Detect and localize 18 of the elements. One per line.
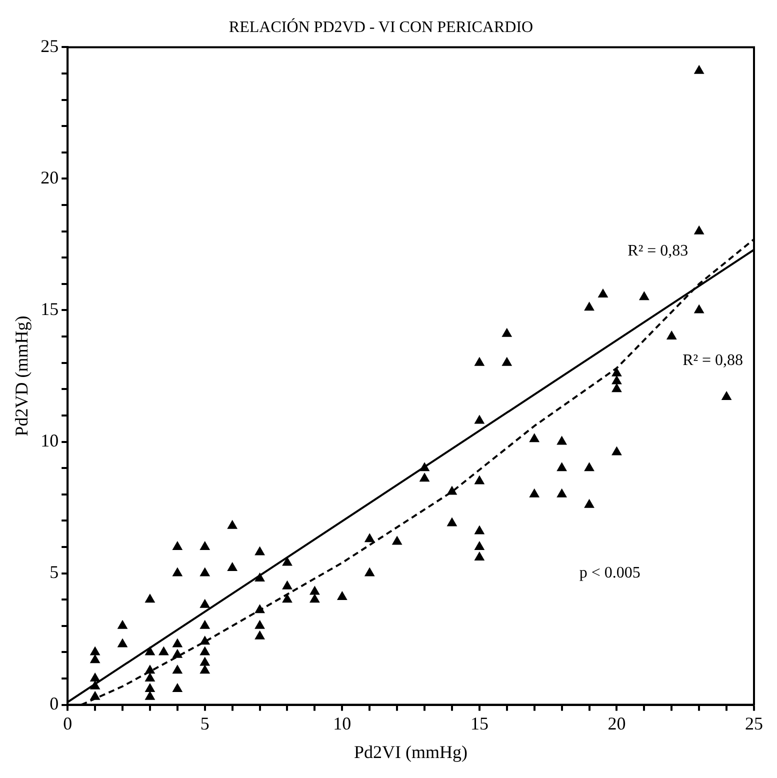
y-axis-title: Pd2VD (mmHg) bbox=[12, 316, 32, 436]
y-tick-label: 25 bbox=[40, 36, 59, 56]
x-tick-label: 0 bbox=[63, 713, 72, 734]
chart-title: RELACIÓN PD2VD - VI CON PERICARDIO bbox=[228, 18, 534, 36]
y-tick-label: 0 bbox=[50, 694, 59, 714]
annotation: p < 0.005 bbox=[579, 564, 640, 582]
x-tick-label: 25 bbox=[745, 713, 763, 734]
y-tick-label: 15 bbox=[40, 298, 59, 319]
y-tick-label: 10 bbox=[40, 430, 59, 450]
x-tick-label: 20 bbox=[608, 713, 626, 734]
x-axis-title: Pd2VI (mmHg) bbox=[354, 742, 468, 762]
x-tick-label: 15 bbox=[470, 713, 488, 734]
y-tick-label: 5 bbox=[50, 562, 59, 582]
x-tick-label: 5 bbox=[200, 713, 210, 734]
annotation: R² = 0,83 bbox=[628, 242, 688, 260]
annotation: R² = 0,88 bbox=[682, 352, 744, 370]
x-tick-label: 10 bbox=[333, 713, 352, 734]
y-tick-label: 20 bbox=[40, 167, 59, 188]
